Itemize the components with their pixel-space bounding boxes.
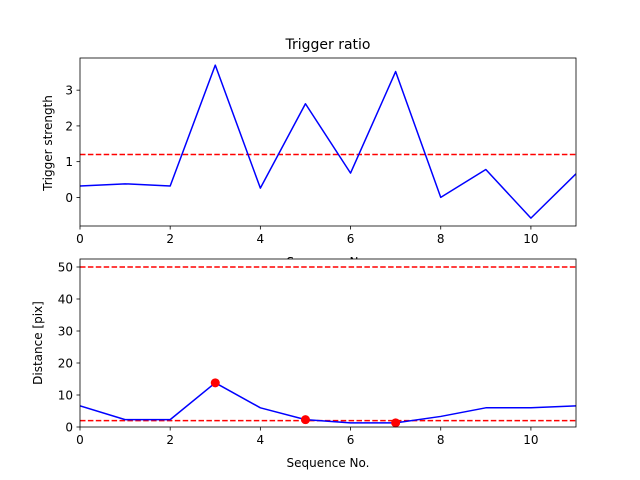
y-tick-label: 30 [58,325,73,339]
series-line [80,64,576,219]
x-tick-label: 0 [76,232,84,246]
plot-area: 0 2 4 6 8 10 0 10 20 30 40 50 [58,258,577,447]
series-line [80,382,576,424]
plot-background [80,259,576,427]
data-marker [210,378,220,388]
y-tick-label: 2 [65,119,73,133]
y-tick-label: 0 [65,191,73,205]
y-tick-label: 20 [58,357,73,371]
y-tick-label: 50 [58,261,73,275]
axes-frame [79,57,577,227]
y-tick-label: 1 [65,155,73,169]
x-tick-label: 6 [347,433,355,447]
y-tick-label: 10 [58,389,73,403]
y-axis-label: Distance [pix] [31,301,45,385]
plot-content [80,266,576,424]
x-tick-label: 4 [257,433,265,447]
y-tick-label: 3 [65,84,73,98]
x-tick-label: 8 [437,433,445,447]
plot-content [80,64,576,219]
x-tick-label: 10 [523,433,538,447]
x-tick-label: 4 [257,232,265,246]
data-marker [391,418,401,428]
x-tick-label: 10 [523,232,538,246]
x-tick-label: 2 [166,232,174,246]
x-tick-label: 6 [347,232,355,246]
distance-chart: 0 2 4 6 8 10 0 10 20 30 40 50 Sequence No. Distance… [31,258,577,470]
x-tick-label: 8 [437,232,445,246]
y-tick-label: 40 [58,293,73,307]
plot-area: 0 2 4 6 8 10 0 1 2 3 [65,57,577,246]
x-tick-label: 2 [166,433,174,447]
y-axis-label: Trigger strength [41,95,55,192]
y-tick-label: 0 [65,421,73,435]
data-marker [300,415,310,425]
x-axis-label: Sequence No. [287,456,370,470]
x-tick-label: 0 [76,433,84,447]
axes-frame [79,258,577,428]
chart-title: Trigger ratio [284,37,370,53]
